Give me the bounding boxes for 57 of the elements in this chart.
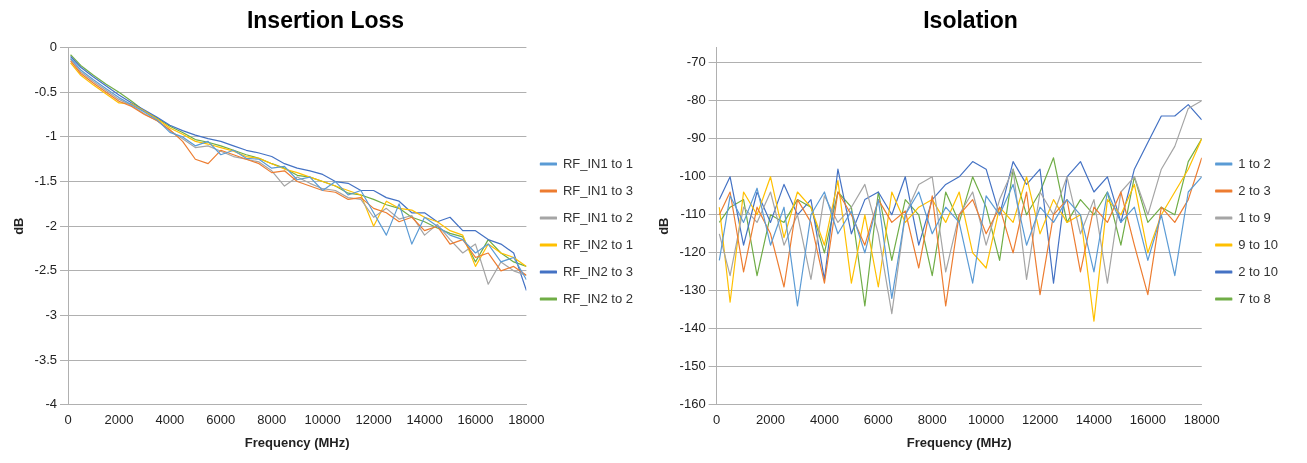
legend-label: RF_IN1 to 2: [562, 209, 634, 225]
x-axis-title: Frequency (MHz): [244, 434, 350, 450]
legend-label: 1 to 2: [1238, 155, 1271, 171]
y-tick-label: -110: [680, 206, 706, 222]
x-tick-label: 8000: [257, 412, 287, 428]
x-tick-label: 12000: [355, 412, 392, 428]
y-tick-label: -70: [686, 54, 706, 70]
y-tick-label: -80: [686, 92, 706, 108]
x-tick-label: 10000: [968, 412, 1005, 428]
y-tick-label: -3.5: [34, 351, 57, 367]
y-tick-label: 0: [49, 39, 57, 55]
x-tick-label: 18000: [1183, 412, 1220, 428]
x-tick-label: 0: [64, 412, 72, 428]
y-tick-label: -150: [679, 358, 706, 374]
legend-label: 2 to 3: [1238, 182, 1271, 198]
x-tick-label: 2000: [756, 412, 785, 428]
x-tick-label: 0: [713, 412, 721, 428]
x-tick-label: 8000: [917, 412, 947, 428]
y-tick-label: -0.5: [34, 83, 57, 99]
x-tick-label: 4000: [809, 412, 839, 428]
legend-label: RF_IN1 to 1: [562, 155, 634, 171]
y-tick-label: -2: [45, 217, 57, 233]
x-tick-label: 14000: [1075, 412, 1113, 428]
x-tick-label: 18000: [508, 412, 545, 428]
legend-label: 7 to 8: [1238, 290, 1271, 306]
x-tick-label: 6000: [206, 412, 236, 428]
chart-title: Insertion Loss: [246, 7, 405, 34]
y-tick-label: -90: [686, 130, 706, 146]
x-axis-title: Frequency (MHz): [906, 434, 1012, 450]
y-tick-label: -160: [679, 396, 706, 412]
x-tick-label: 4000: [155, 412, 185, 428]
x-tick-label: 10000: [304, 412, 341, 428]
y-axis-title: dB: [11, 217, 27, 235]
legend-label: 1 to 9: [1238, 209, 1271, 225]
x-tick-label: 2000: [104, 412, 134, 428]
x-tick-label: 12000: [1021, 412, 1059, 428]
x-tick-label: 14000: [406, 412, 443, 428]
legend-label: RF_IN1 to 3: [562, 182, 634, 198]
y-tick-label: -3: [45, 307, 57, 323]
y-tick-label: -1: [45, 128, 57, 144]
y-tick-label: -140: [679, 320, 706, 336]
legend-label: RF_IN2 to 2: [562, 290, 634, 306]
y-tick-label: -130: [679, 282, 706, 298]
legend-label: RF_IN2 to 1: [562, 236, 634, 252]
x-tick-label: 16000: [1129, 412, 1166, 428]
y-tick-label: -100: [679, 168, 706, 184]
chart-title: Isolation: [923, 7, 1018, 34]
legend-label: 9 to 10: [1238, 236, 1279, 252]
y-tick-label: -120: [679, 244, 706, 260]
x-tick-label: 6000: [863, 412, 893, 428]
x-tick-label: 16000: [457, 412, 494, 428]
legend-label: RF_IN2 to 3: [562, 263, 634, 279]
legend-label: 2 to 10: [1238, 263, 1279, 279]
y-tick-label: -4: [45, 396, 57, 412]
y-tick-label: -1.5: [34, 173, 57, 189]
y-axis-title: dB: [656, 217, 672, 235]
y-tick-label: -2.5: [34, 262, 57, 278]
